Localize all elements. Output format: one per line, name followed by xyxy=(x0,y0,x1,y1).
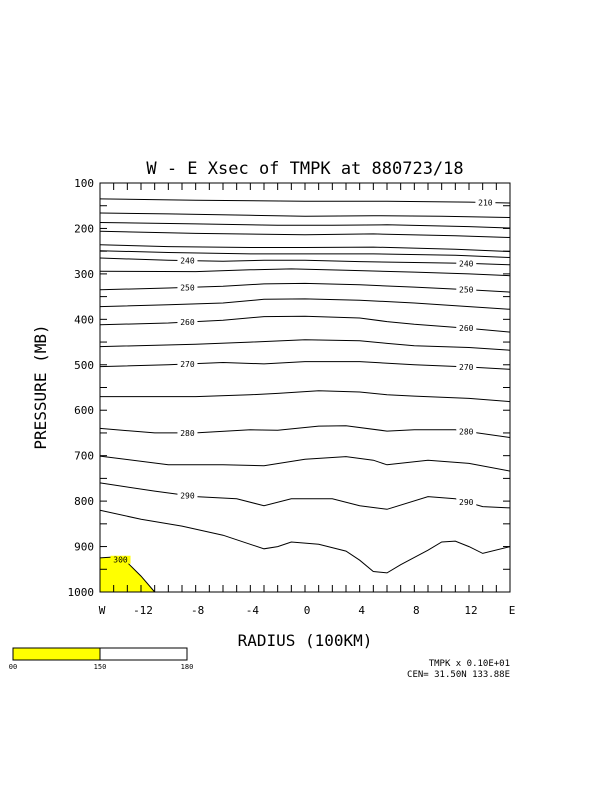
contour-label-bg xyxy=(177,283,198,292)
scale-annotation: TMPK x 0.10E+01 xyxy=(429,659,510,669)
plot-frame xyxy=(99,182,511,593)
contour-label: 240 xyxy=(180,257,195,266)
colorbar-swatch xyxy=(12,647,101,661)
contour-290 xyxy=(99,482,511,510)
contour-label: 210 xyxy=(478,198,493,207)
contour-225 xyxy=(99,230,511,238)
contour-label: 260 xyxy=(180,318,195,327)
contour-label: 280 xyxy=(180,429,195,438)
contour-285 xyxy=(99,455,511,472)
contour-label: 290 xyxy=(459,498,474,507)
y-tick-label: 900 xyxy=(74,541,94,554)
x-tick-label: -8 xyxy=(191,604,204,617)
contour-235 xyxy=(99,250,511,258)
y-tick-label: 500 xyxy=(74,359,94,372)
contour-270 xyxy=(99,361,511,370)
y-tick-label: 700 xyxy=(74,450,94,463)
y-axis-label: PRESSURE (MB) xyxy=(31,324,50,449)
y-tick-label: 100 xyxy=(74,177,94,190)
x-tick-label: 12 xyxy=(464,604,477,617)
contour-label-bg xyxy=(456,285,477,294)
contour-280 xyxy=(99,425,511,438)
contour-label-bg xyxy=(177,359,198,368)
contour-250 xyxy=(99,282,511,293)
contour-215 xyxy=(99,212,511,218)
contour-label: 250 xyxy=(459,286,474,295)
y-tick-labels: 100 200 300 400 500 600 700 800 900 1000 xyxy=(68,177,95,599)
axis-ticks xyxy=(99,182,511,593)
contour-label-bg xyxy=(177,318,198,327)
y-tick-label: 600 xyxy=(74,404,94,417)
y-tick-label: 800 xyxy=(74,495,94,508)
contour-label-bg xyxy=(456,259,477,268)
contour-label: 250 xyxy=(180,283,195,292)
contour-245 xyxy=(99,268,511,277)
contour-label: 270 xyxy=(459,363,474,372)
contour-labels: 210 240 240 250 250 260 260 270 270 280 280 290 290 3… xyxy=(110,198,496,565)
colorbar-label: 180 xyxy=(181,663,194,671)
contour-label-bg xyxy=(456,427,477,436)
contour-275 xyxy=(100,390,511,403)
x-tick-label: 8 xyxy=(413,604,420,617)
colorbar-label: 00 xyxy=(9,663,17,671)
center-annotation: CEN= 31.50N 133.88E xyxy=(407,670,510,680)
contour-label-bg xyxy=(456,362,477,371)
contour-label-bg xyxy=(456,497,477,506)
contour-label: 300 xyxy=(113,556,128,565)
y-tick-label: 200 xyxy=(74,222,94,235)
contour-260 xyxy=(99,315,511,333)
contour-240 xyxy=(99,257,511,266)
x-tick-label: E xyxy=(509,604,516,617)
chart-title: W - E Xsec of TMPK at 880723/18 xyxy=(146,159,463,179)
y-tick-label: 1000 xyxy=(68,586,95,599)
contour-label-bg xyxy=(177,256,198,265)
contour-label: 280 xyxy=(459,427,474,436)
contour-210 xyxy=(99,198,511,204)
y-tick-label: 400 xyxy=(74,313,94,326)
contour-255 xyxy=(99,298,511,310)
x-tick-label: -4 xyxy=(246,604,260,617)
colorbar-label: 150 xyxy=(94,663,107,671)
x-tick-label: W xyxy=(99,604,106,617)
x-tick-labels: W -12 -8 -4 0 4 8 12 E xyxy=(99,604,516,617)
contour-295 xyxy=(99,509,511,574)
x-tick-label: -12 xyxy=(133,604,153,617)
contour-label-bg xyxy=(475,198,496,207)
x-axis-label: RADIUS (100KM) xyxy=(238,631,373,650)
contour-label-bg xyxy=(110,555,131,564)
contour-lines xyxy=(99,198,511,593)
contour-265 xyxy=(99,339,511,351)
contour-label-bg xyxy=(456,324,477,333)
contour-230 xyxy=(99,244,511,253)
x-tick-label: 4 xyxy=(358,604,365,617)
contour-label: 270 xyxy=(180,360,195,369)
shaded-region xyxy=(100,557,155,592)
colorbar-swatch xyxy=(99,647,188,661)
colorbar: 00 150 180 xyxy=(9,647,194,671)
contour-label: 240 xyxy=(459,259,474,268)
contour-label-bg xyxy=(177,491,198,500)
x-tick-label: 0 xyxy=(304,604,311,617)
shaded-area xyxy=(100,557,155,592)
contour-220 xyxy=(99,222,511,229)
contour-label: 260 xyxy=(459,324,474,333)
contour-label: 290 xyxy=(180,491,195,500)
contour-label-bg xyxy=(177,428,198,437)
y-tick-label: 300 xyxy=(74,268,94,281)
